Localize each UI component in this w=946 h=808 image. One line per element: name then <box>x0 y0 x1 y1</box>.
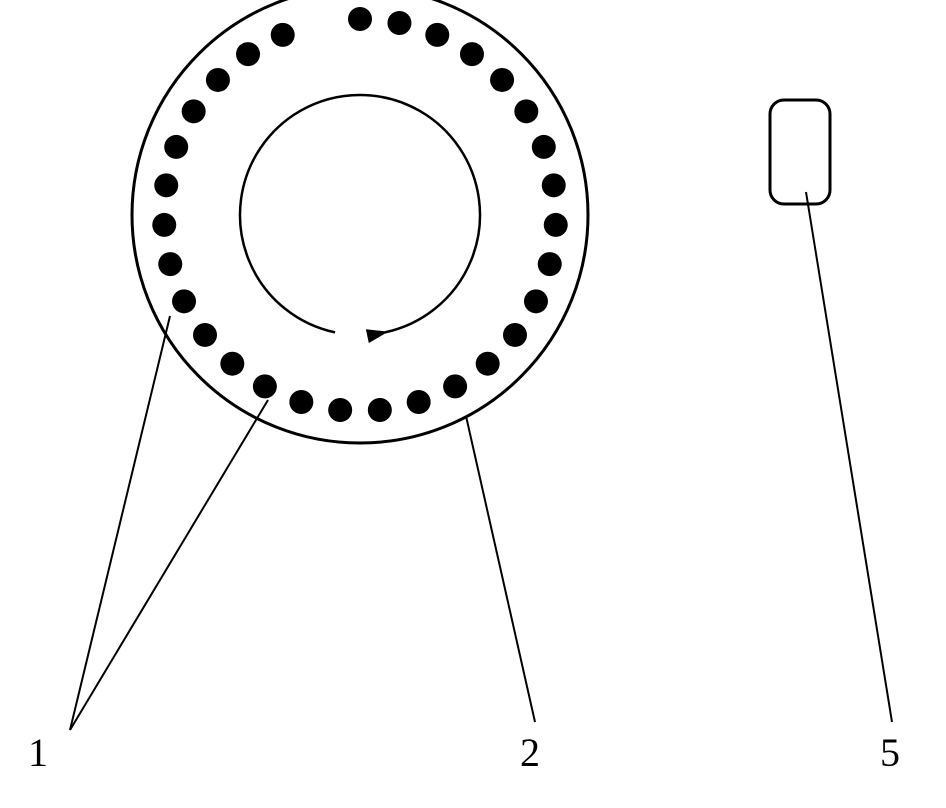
ring-dot <box>368 398 392 422</box>
ring-dot <box>490 68 514 92</box>
ring-dot <box>542 173 566 197</box>
ring-dot <box>154 173 178 197</box>
ring-dot <box>182 99 206 123</box>
ring-dot <box>387 11 411 35</box>
ring-dot <box>460 42 484 66</box>
ring-dot <box>253 374 277 398</box>
ring-dot <box>220 352 244 376</box>
ring-dot <box>538 252 562 276</box>
ring-dot <box>172 289 196 313</box>
ring-dot <box>407 390 431 414</box>
background <box>0 0 946 808</box>
label5-label: 5 <box>880 730 900 775</box>
ring-dot <box>476 352 500 376</box>
label1-label: 1 <box>28 730 48 775</box>
ring-dot <box>206 68 230 92</box>
ring-dot <box>152 213 176 237</box>
ring-dot <box>443 374 467 398</box>
ring-dot <box>164 135 188 159</box>
ring-dot <box>544 213 568 237</box>
ring-dot <box>348 7 372 31</box>
ring-dot <box>328 398 352 422</box>
ring-dot <box>158 252 182 276</box>
ring-dot <box>514 99 538 123</box>
ring-dot <box>503 323 527 347</box>
ring-dot <box>289 390 313 414</box>
ring-dot <box>271 23 295 47</box>
ring-dot <box>236 42 260 66</box>
ring-dot <box>524 289 548 313</box>
ring-dot <box>193 323 217 347</box>
ring-dot <box>532 135 556 159</box>
ring-dot <box>425 23 449 47</box>
label2-label: 2 <box>520 730 540 775</box>
